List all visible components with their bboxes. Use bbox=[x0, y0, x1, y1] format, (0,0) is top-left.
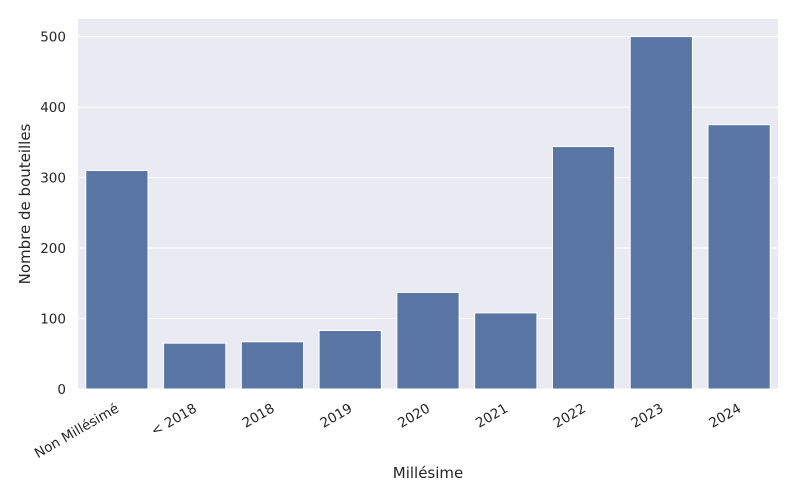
bar bbox=[551, 146, 616, 390]
x-tick-label: 2021 bbox=[473, 401, 511, 432]
y-axis-ticks: 0 100 200 300 400 500 bbox=[40, 30, 66, 398]
y-tick-label: 0 bbox=[57, 382, 66, 398]
x-tick-label: < 2018 bbox=[148, 401, 199, 440]
x-tick-label: 2024 bbox=[706, 401, 744, 432]
bar bbox=[240, 341, 305, 390]
bar bbox=[85, 170, 149, 390]
y-tick-label: 200 bbox=[40, 241, 66, 257]
x-tick-label: 2020 bbox=[395, 401, 433, 432]
bar bbox=[707, 124, 771, 390]
y-tick-label: 300 bbox=[40, 171, 66, 187]
x-axis-title: Millésime bbox=[393, 464, 464, 482]
y-axis-title: Nombre de bouteilles bbox=[16, 123, 34, 284]
x-axis-ticks: Non Millésimé < 2018 2018 2019 2020 2021 2022 2… bbox=[32, 401, 744, 462]
x-tick-label: 2018 bbox=[240, 401, 278, 432]
x-tick-label: 2019 bbox=[317, 401, 355, 432]
bar bbox=[396, 291, 460, 390]
bar bbox=[163, 342, 227, 390]
y-tick-label: 500 bbox=[40, 30, 66, 46]
bar bbox=[474, 312, 538, 390]
x-tick-label: 2022 bbox=[551, 401, 589, 432]
bar bbox=[629, 36, 693, 390]
bar bbox=[318, 330, 382, 390]
bars bbox=[85, 36, 771, 390]
y-tick-label: 400 bbox=[40, 100, 66, 116]
y-tick-label: 100 bbox=[40, 312, 66, 328]
x-tick-label: Non Millésimé bbox=[32, 401, 122, 462]
x-tick-label: 2023 bbox=[629, 401, 667, 432]
